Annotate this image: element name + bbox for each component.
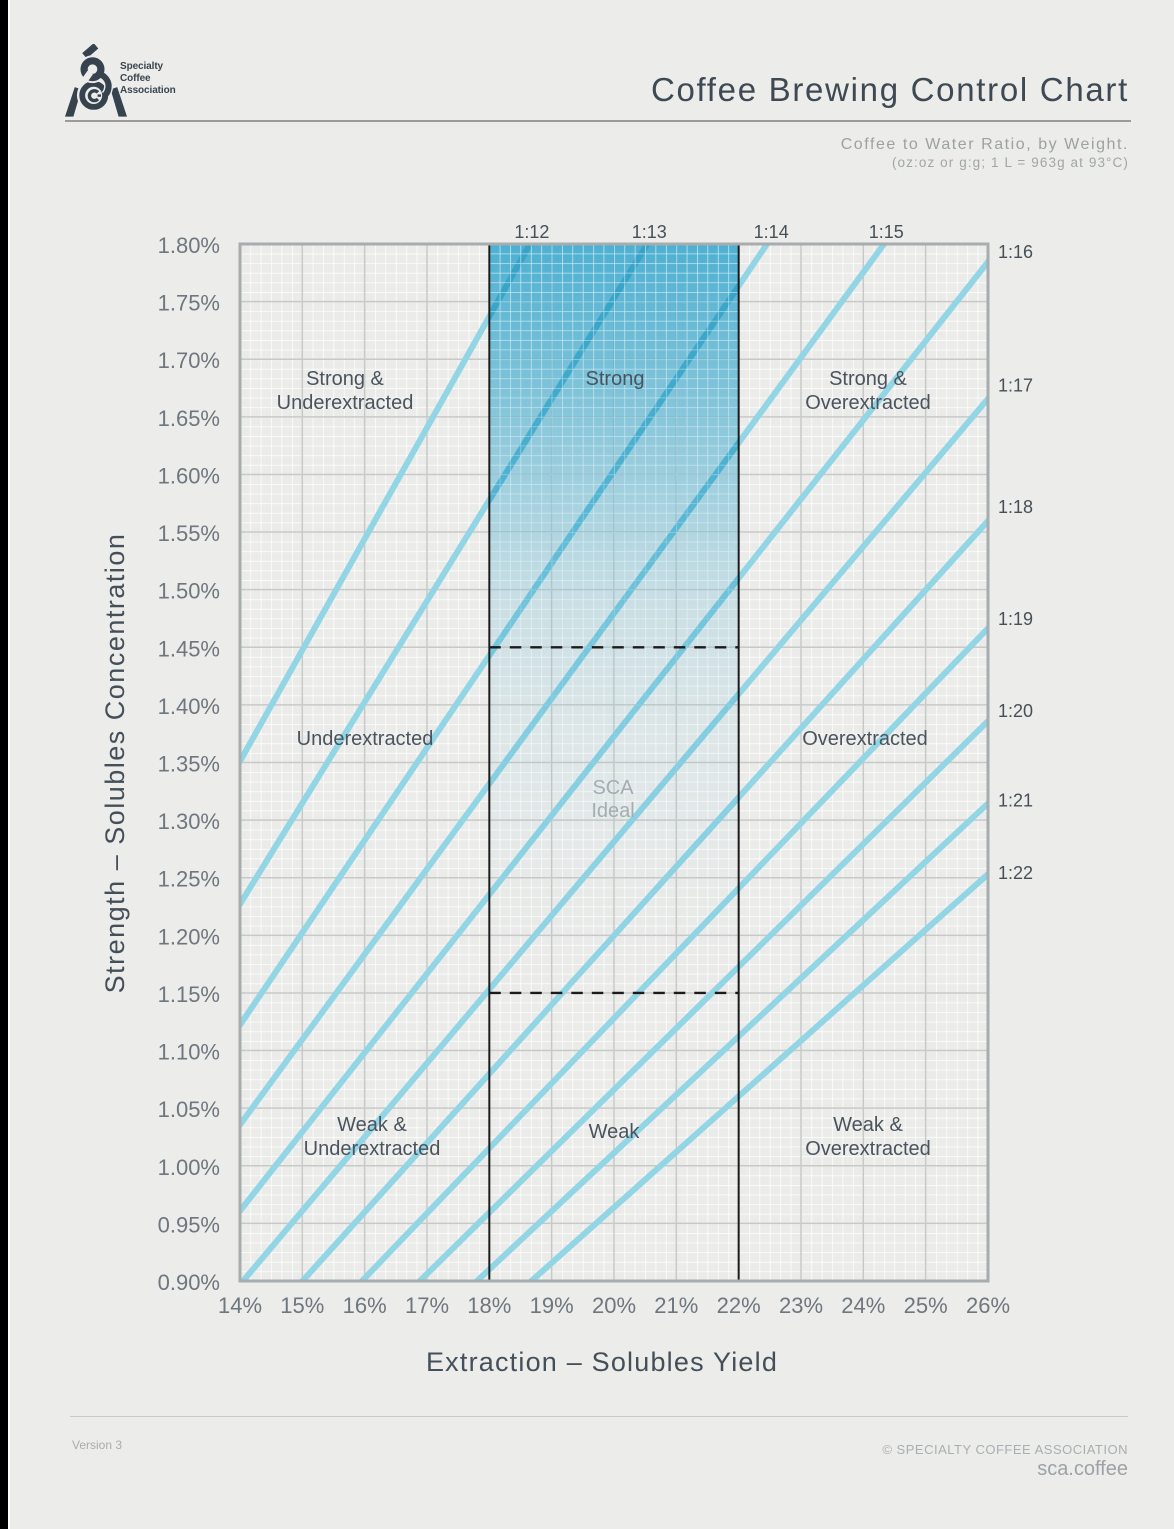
svg-text:24%: 24% (841, 1293, 885, 1318)
svg-text:0.95%: 0.95% (158, 1212, 220, 1237)
svg-text:1.40%: 1.40% (158, 694, 220, 719)
svg-text:Underextracted: Underextracted (277, 392, 414, 414)
svg-text:Strong &: Strong & (306, 368, 384, 390)
svg-text:1.80%: 1.80% (158, 233, 220, 258)
svg-text:15%: 15% (280, 1293, 324, 1318)
svg-text:1.55%: 1.55% (158, 521, 220, 546)
svg-text:Weak: Weak (589, 1121, 641, 1143)
svg-text:1:16: 1:16 (998, 242, 1033, 262)
svg-text:1:13: 1:13 (632, 222, 667, 242)
svg-text:Overextracted: Overextracted (802, 728, 928, 750)
svg-text:Ideal: Ideal (591, 800, 634, 822)
svg-text:20%: 20% (592, 1293, 636, 1318)
svg-text:1.20%: 1.20% (158, 924, 220, 949)
svg-text:1:14: 1:14 (754, 222, 789, 242)
svg-text:1.25%: 1.25% (158, 867, 220, 892)
svg-text:0.90%: 0.90% (158, 1270, 220, 1295)
svg-text:1.05%: 1.05% (158, 1097, 220, 1122)
svg-text:Weak &: Weak & (833, 1114, 903, 1136)
svg-text:1:18: 1:18 (998, 497, 1033, 517)
svg-text:19%: 19% (530, 1293, 574, 1318)
svg-text:1.30%: 1.30% (158, 809, 220, 834)
svg-text:16%: 16% (343, 1293, 387, 1318)
svg-text:1:15: 1:15 (869, 222, 904, 242)
svg-text:1.75%: 1.75% (158, 291, 220, 316)
svg-text:14%: 14% (218, 1293, 262, 1318)
svg-text:1:12: 1:12 (514, 222, 549, 242)
svg-text:21%: 21% (654, 1293, 698, 1318)
svg-text:26%: 26% (966, 1293, 1010, 1318)
svg-text:Weak &: Weak & (337, 1114, 407, 1136)
svg-text:1:19: 1:19 (998, 609, 1033, 629)
svg-text:1.50%: 1.50% (158, 579, 220, 604)
svg-text:1.15%: 1.15% (158, 982, 220, 1007)
svg-text:1.35%: 1.35% (158, 752, 220, 777)
svg-text:1:21: 1:21 (998, 791, 1033, 811)
svg-text:Underextracted: Underextracted (304, 1138, 441, 1160)
svg-text:22%: 22% (717, 1293, 761, 1318)
svg-text:17%: 17% (405, 1293, 449, 1318)
svg-text:1.65%: 1.65% (158, 406, 220, 431)
svg-text:Extraction – Solubles Yield: Extraction – Solubles Yield (426, 1347, 778, 1377)
svg-text:1:20: 1:20 (998, 701, 1033, 721)
svg-text:Strength – Solubles Concentrat: Strength – Solubles Concentration (100, 533, 130, 994)
svg-text:Overextracted: Overextracted (805, 392, 931, 414)
svg-text:SCA: SCA (592, 777, 634, 799)
svg-text:1:22: 1:22 (998, 863, 1033, 883)
svg-text:Overextracted: Overextracted (805, 1138, 931, 1160)
svg-text:1.60%: 1.60% (158, 463, 220, 488)
svg-text:Strong &: Strong & (829, 368, 907, 390)
svg-text:1.10%: 1.10% (158, 1040, 220, 1065)
svg-text:Strong: Strong (586, 368, 645, 390)
svg-text:1.45%: 1.45% (158, 636, 220, 661)
svg-text:1.00%: 1.00% (158, 1155, 220, 1180)
svg-text:1.70%: 1.70% (158, 348, 220, 373)
svg-text:1:17: 1:17 (998, 376, 1033, 396)
svg-text:Underextracted: Underextracted (297, 728, 434, 750)
svg-text:25%: 25% (904, 1293, 948, 1318)
svg-text:18%: 18% (467, 1293, 511, 1318)
svg-text:23%: 23% (779, 1293, 823, 1318)
